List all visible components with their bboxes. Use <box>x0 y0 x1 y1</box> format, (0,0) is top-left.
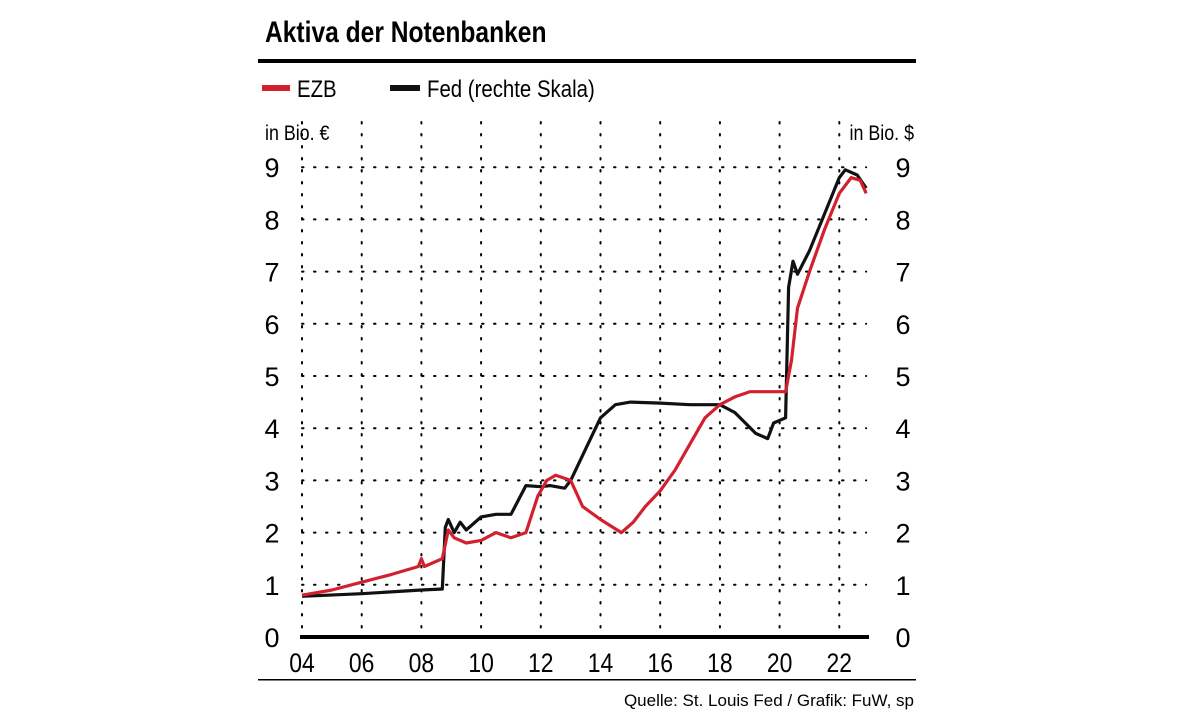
title-rule <box>258 59 916 63</box>
y-tick-label-left: 0 <box>264 623 279 653</box>
x-tick-label: 04 <box>289 648 315 678</box>
y-tick-label-left: 9 <box>264 153 279 183</box>
y-tick-label-left: 6 <box>264 310 279 340</box>
y-axis-label-right: in Bio. $ <box>850 122 915 146</box>
y-tick-label-left: 4 <box>264 414 279 444</box>
x-tick-label: 20 <box>767 648 793 678</box>
x-ticks: 04 06 08 10 12 14 16 18 20 22 <box>289 648 852 678</box>
y-tick-label-right: 0 <box>895 623 910 653</box>
y-tick-label-right: 1 <box>895 571 910 601</box>
x-tick-label: 16 <box>647 648 673 678</box>
grid <box>301 121 868 635</box>
x-tick-label: 18 <box>707 648 733 678</box>
x-axis-line <box>300 635 869 639</box>
y-tick-label-left: 3 <box>264 466 279 496</box>
y-axis-label-left: in Bio. € <box>265 122 330 146</box>
x-tick-label: 12 <box>528 648 554 678</box>
footer-rule <box>258 679 916 681</box>
x-tick-label: 08 <box>409 648 435 678</box>
y-tick-label-right: 4 <box>895 414 910 444</box>
series-lines <box>301 168 868 598</box>
y-tick-label-right: 7 <box>895 258 910 288</box>
y-ticks: 0 0 1 1 2 2 3 3 4 4 5 5 6 6 7 7 8 8 9 9 <box>264 153 910 653</box>
x-tick-label: 14 <box>588 648 614 678</box>
y-tick-label-right: 5 <box>895 362 910 392</box>
series-line-ezb <box>301 176 868 597</box>
x-tick-label: 22 <box>827 648 853 678</box>
y-tick-label-right: 8 <box>895 205 910 235</box>
legend-label-fed: Fed (rechte Skala) <box>427 75 595 102</box>
y-tick-label-right: 6 <box>895 310 910 340</box>
y-tick-label-right: 2 <box>895 519 910 549</box>
y-tick-label-left: 7 <box>264 258 279 288</box>
y-tick-label-left: 5 <box>264 362 279 392</box>
chart-title: Aktiva der Notenbanken <box>265 15 546 49</box>
y-tick-label-right: 3 <box>895 466 910 496</box>
legend-label-ezb: EZB <box>297 75 337 102</box>
legend-swatch-ezb <box>262 85 290 91</box>
series-line-fed <box>301 168 868 598</box>
x-tick-label: 10 <box>468 648 494 678</box>
y-tick-label-left: 8 <box>264 205 279 235</box>
legend-swatch-fed <box>390 85 420 91</box>
source-note: Quelle: St. Louis Fed / Grafik: FuW, sp <box>624 691 914 710</box>
y-tick-label-left: 1 <box>264 571 279 601</box>
legend: EZB Fed (rechte Skala) <box>262 75 595 102</box>
x-tick-label: 06 <box>349 648 375 678</box>
y-tick-label-left: 2 <box>264 519 279 549</box>
y-tick-label-right: 9 <box>895 153 910 183</box>
